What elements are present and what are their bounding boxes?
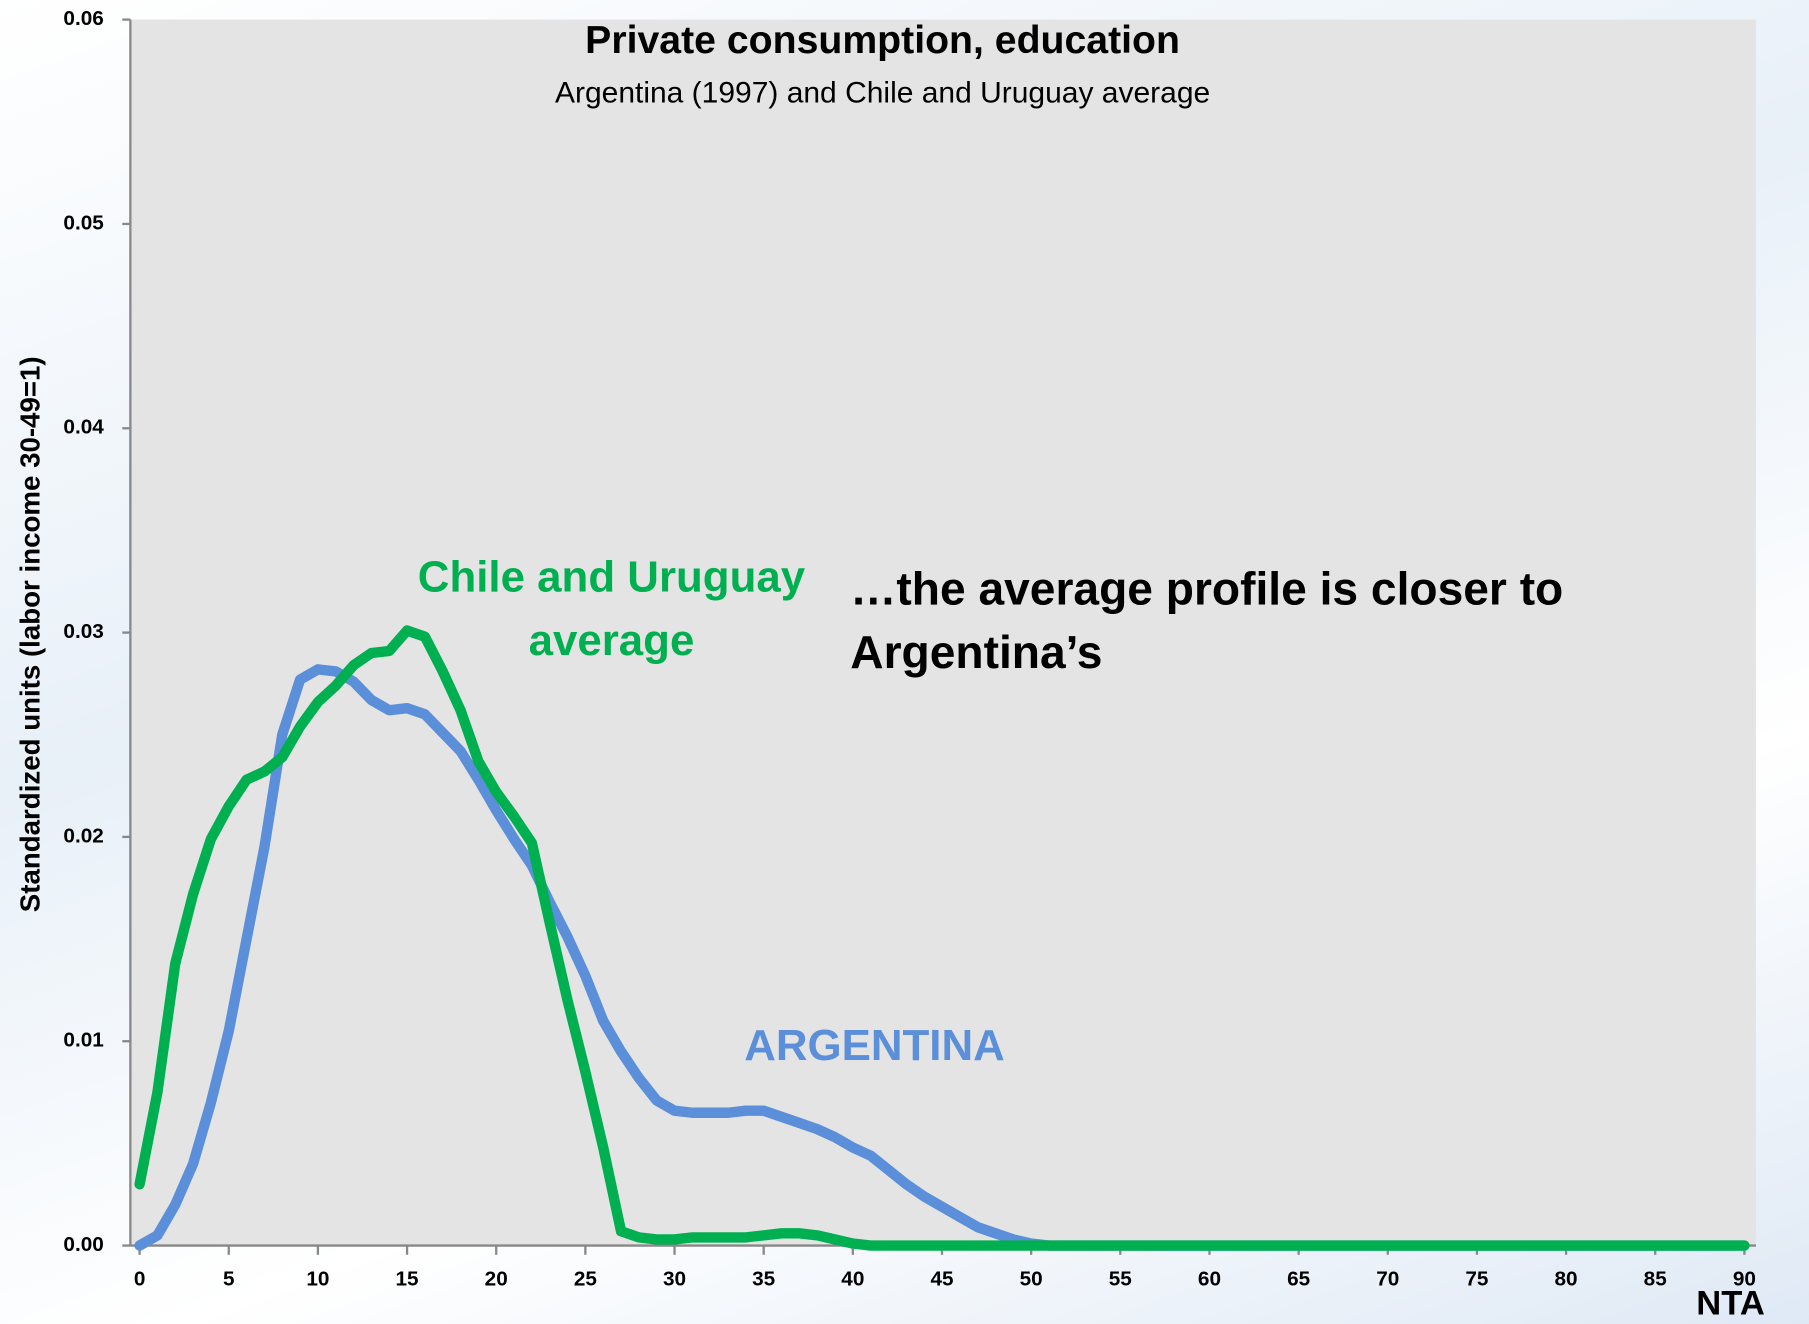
x-tick-label: 40 [841, 1268, 864, 1291]
chart-title: Private consumption, education [585, 19, 1180, 62]
x-tick-label: 10 [306, 1268, 329, 1291]
x-tick-label: 85 [1644, 1268, 1667, 1291]
series-line [134, 625, 1750, 1251]
y-tick-label: 0.03 [63, 620, 103, 643]
x-tick-label: 25 [574, 1268, 597, 1291]
x-tick-label: 5 [223, 1268, 235, 1291]
x-tick-label: 30 [663, 1268, 686, 1291]
chart-subtitle: Argentina (1997) and Chile and Uruguay a… [555, 76, 1210, 109]
y-tick-label: 0.01 [63, 1029, 103, 1052]
x-tick-label: 80 [1555, 1268, 1578, 1291]
y-axis-label: Standardized units (labor income 30-49=1… [15, 356, 46, 912]
y-tick-label: 0.02 [63, 824, 103, 847]
x-tick-label: 75 [1465, 1268, 1488, 1291]
x-tick-label: 45 [930, 1268, 953, 1291]
x-tick-label: 90 [1733, 1268, 1756, 1291]
logo: NTA [1696, 1285, 1765, 1323]
x-tick-label: 0 [134, 1268, 146, 1291]
series-label: Chile and Uruguay average [417, 553, 806, 666]
x-tick-label: 55 [1109, 1268, 1132, 1291]
annotation: …the average profile is closer to Argent… [850, 563, 1564, 679]
x-tick-label: 35 [752, 1268, 775, 1291]
y-tick-label: 0.06 [63, 7, 103, 30]
y-tick-label: 0.05 [63, 211, 103, 234]
x-tick-label: 15 [396, 1268, 419, 1291]
x-tick-label: 70 [1376, 1268, 1399, 1291]
y-tick-label: 0.04 [63, 416, 104, 439]
series-label: ARGENTINA [744, 1021, 1005, 1071]
x-tick-label: 20 [485, 1268, 508, 1291]
x-tick-label: 60 [1198, 1268, 1221, 1291]
x-tick-label: 50 [1020, 1268, 1043, 1291]
x-tick-label: 65 [1287, 1268, 1310, 1291]
y-tick-label: 0.00 [63, 1233, 103, 1256]
